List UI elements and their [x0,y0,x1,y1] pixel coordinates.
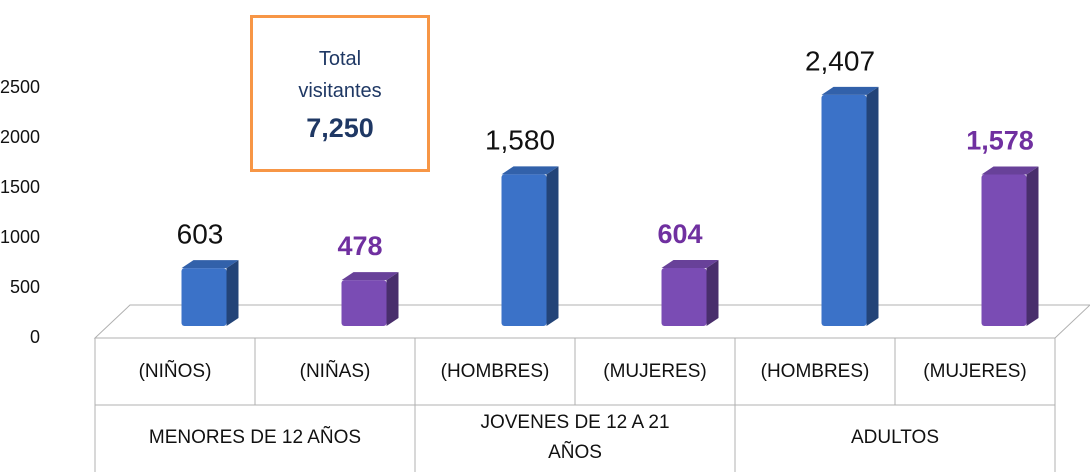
bar [821,86,879,326]
bar-front [341,280,387,326]
bar-front [981,174,1027,326]
total-box: Total visitantes 7,250 [250,15,430,172]
bar-side [226,260,239,326]
x-tick-label: (NIÑAS) [299,360,371,382]
value-label: 603 [177,219,224,250]
bar-side [866,86,879,326]
bar [181,260,239,326]
bar-front [501,174,547,326]
bar [981,166,1039,326]
bar [501,166,559,326]
value-label: 604 [657,219,702,249]
bar [661,260,719,326]
bar-top [341,272,399,281]
value-label: 2,407 [805,45,875,76]
y-tick-label: 500 [10,277,40,297]
value-label: 1,580 [485,125,555,156]
bar-top [981,166,1039,175]
bar-side [1026,166,1039,326]
x-tick-label: (MUJERES) [603,360,707,382]
bar-top [181,260,239,269]
annotation-value: 7,250 [306,113,374,143]
y-tick-label: 1000 [0,227,40,247]
value-label: 1,578 [966,126,1034,156]
group-label: MENORES DE 12 AÑOS [148,427,362,448]
bar-side [706,260,719,326]
group-label: ADULTOS [851,427,939,448]
group-label: JOVENES DE 12 A 21 AÑOS [480,412,670,463]
bar-front [181,268,227,326]
bar-top [501,166,559,175]
bar-front [661,268,707,326]
bar-side [386,272,399,326]
y-tick-label: 2500 [0,77,40,97]
x-tick-label: (MUJERES) [923,360,1027,382]
y-tick-label: 0 [30,327,40,347]
bar-top [821,86,879,95]
bar-top [661,260,719,269]
y-tick-label: 2000 [0,127,40,147]
x-tick-label: (HOMBRES) [440,360,550,382]
bar-front [821,94,867,326]
annotation-text: Total visitantes [298,48,382,102]
floor [93,304,1090,339]
x-tick-label: (NIÑOS) [138,360,212,382]
x-tick-label: (HOMBRES) [760,360,870,382]
value-label: 478 [337,231,382,261]
y-tick-label: 1500 [0,177,40,197]
bar [341,272,399,326]
bar-side [546,166,559,326]
